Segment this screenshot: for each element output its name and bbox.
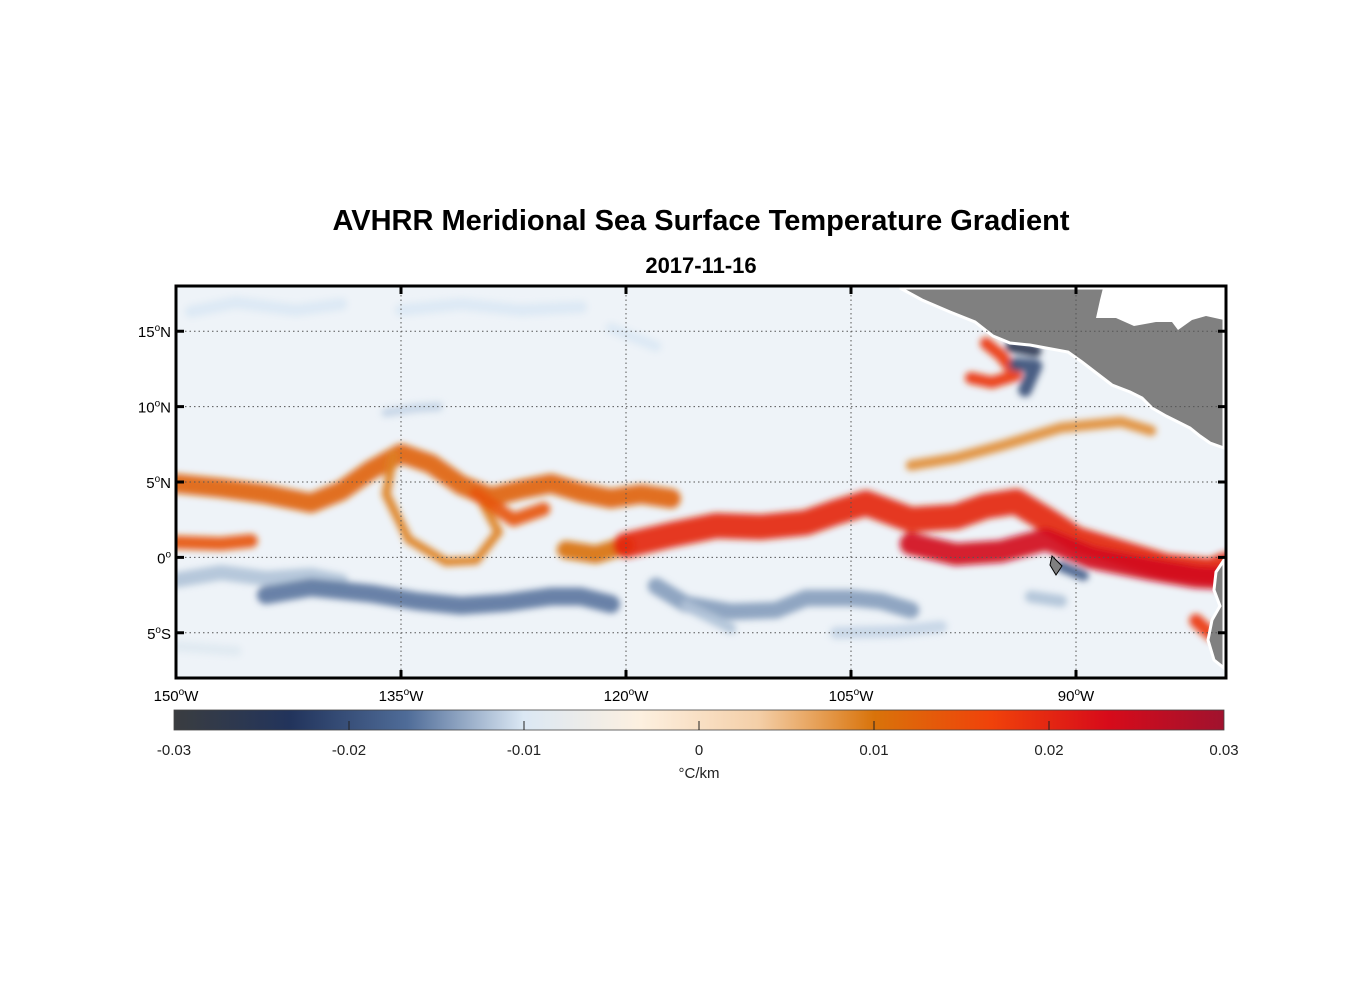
cold-front-23 [381, 402, 443, 418]
colorbar-tick-label: -0.02 [332, 742, 366, 759]
colorbar-tick-label: -0.01 [507, 742, 541, 759]
cold-front-20 [184, 296, 348, 318]
warm-front-2 [381, 450, 503, 567]
x-tick-label: 135oW [379, 687, 425, 705]
x-tick-label: 150oW [154, 687, 200, 705]
cold-front-24 [176, 641, 242, 657]
map-title: AVHRR Meridional Sea Surface Temperature… [332, 205, 1070, 237]
colorbar-tick-label: 0.03 [1209, 742, 1238, 759]
central-america-interior-water [1096, 288, 1224, 330]
cold-front-14 [680, 600, 737, 634]
y-tick-label: 10oN [138, 399, 171, 417]
cold-front-16 [1024, 590, 1068, 608]
galapagos-island [1049, 555, 1063, 576]
y-tick-label: 0o [157, 549, 171, 567]
warm-front-0 [176, 443, 681, 513]
warm-front-6 [899, 528, 1226, 590]
y-tick-label: 5oS [147, 625, 171, 643]
warm-front-3 [469, 487, 551, 527]
map-subtitle: 2017-11-16 [645, 253, 757, 278]
x-tick-label: 120oW [604, 687, 650, 705]
x-tick-label: 105oW [829, 687, 875, 705]
colorbar-tick-label: -0.03 [157, 742, 191, 759]
x-tick-label: 90oW [1058, 687, 1095, 705]
warm-front-7 [905, 416, 1157, 471]
colorbar-unit-label: °C/km [679, 765, 720, 782]
cold-front-18 [1005, 340, 1042, 357]
warm-front-8 [964, 337, 1023, 389]
south-america-land [1206, 555, 1226, 672]
cold-front-21 [394, 298, 588, 317]
colorbar-tick-label: 0.01 [859, 742, 888, 759]
y-tick-label: 5oN [146, 474, 171, 492]
colorbar-tick-label: 0 [695, 742, 703, 759]
warm-front-1 [176, 534, 258, 551]
cold-front-15 [829, 620, 948, 639]
cold-front-17 [1009, 357, 1043, 397]
colorbar-tick-label: 0.02 [1034, 742, 1063, 759]
y-tick-label: 15oN [138, 323, 171, 341]
cold-front-11 [176, 564, 349, 590]
cold-front-19 [1055, 561, 1089, 581]
cold-front-12 [256, 578, 621, 615]
